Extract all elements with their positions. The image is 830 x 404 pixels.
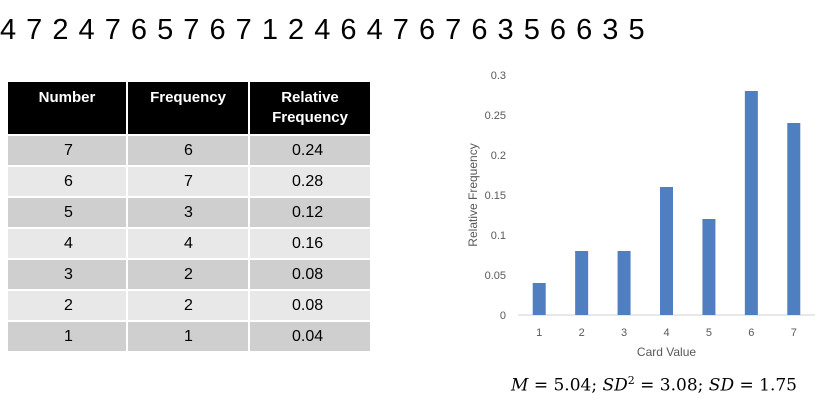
table-header-row: Number Frequency Relative Frequency xyxy=(8,82,370,135)
x-tick-label: 6 xyxy=(748,327,754,339)
bar xyxy=(702,219,716,315)
cell-frequency: 1 xyxy=(127,320,250,351)
cell-relative: 0.08 xyxy=(249,289,370,321)
cell-relative: 0.08 xyxy=(249,258,370,290)
cell-number: 6 xyxy=(8,165,128,197)
header-frequency: Frequency xyxy=(127,82,250,135)
bar xyxy=(532,283,546,315)
x-tick-label: 2 xyxy=(579,327,585,339)
x-tick-label: 1 xyxy=(536,327,542,339)
cell-number: 4 xyxy=(8,227,128,259)
bar xyxy=(744,91,758,315)
y-tick-label: 0.3 xyxy=(491,70,506,82)
cell-relative: 0.24 xyxy=(249,134,370,166)
y-tick-label: 0.05 xyxy=(485,270,506,282)
cell-number: 1 xyxy=(8,320,128,351)
y-tick-label: 0 xyxy=(500,310,506,322)
cell-frequency: 2 xyxy=(127,258,250,290)
bar xyxy=(787,123,801,315)
table-row: 7 6 0.24 xyxy=(8,134,370,166)
table-row: 2 2 0.08 xyxy=(8,289,370,321)
table-row: 4 4 0.16 xyxy=(8,227,370,259)
cell-frequency: 4 xyxy=(127,227,250,259)
table-row: 3 2 0.08 xyxy=(8,258,370,290)
header-relative-frequency: Relative Frequency xyxy=(249,82,370,135)
mean-symbol: M xyxy=(511,375,529,396)
relative-frequency-bar-chart: 0 0.05 0.1 0.15 0.2 0.25 0.3 1 2 3 4 5 6 7 Card Value R… xyxy=(466,70,815,359)
cell-relative: 0.12 xyxy=(249,196,370,228)
y-tick-label: 0.1 xyxy=(491,230,506,242)
sd-value: = 1.75 xyxy=(739,375,797,396)
y-axis-label: Relative Frequency xyxy=(466,143,480,246)
table-row: 6 7 0.28 xyxy=(8,165,370,197)
cell-number: 2 xyxy=(8,289,128,321)
cell-frequency: 3 xyxy=(127,196,250,228)
table-row: 5 3 0.12 xyxy=(8,196,370,228)
y-tick-label: 0.25 xyxy=(485,110,506,122)
variance-symbol: SD xyxy=(602,375,628,396)
cell-relative: 0.28 xyxy=(249,165,370,197)
table-row: 1 1 0.04 xyxy=(8,320,370,351)
cell-relative: 0.16 xyxy=(249,227,370,259)
cell-number: 5 xyxy=(8,196,128,228)
bar xyxy=(575,251,589,315)
summary-statistics: M = 5.04; SD2 = 3.08; SD = 1.75 xyxy=(511,374,797,396)
variance-exponent: 2 xyxy=(627,374,635,387)
cell-frequency: 7 xyxy=(127,165,250,197)
bar xyxy=(660,187,673,315)
x-axis-label: Card Value xyxy=(637,345,696,359)
cell-relative: 0.04 xyxy=(249,320,370,351)
x-tick-label: 5 xyxy=(706,327,712,339)
number-sequence: 4 7 2 4 7 6 5 7 6 7 1 2 4 6 4 7 6 7 6 3 … xyxy=(0,14,646,46)
mean-value: = 5.04; xyxy=(533,375,598,396)
variance-value: = 3.08; xyxy=(640,375,704,396)
sd-symbol: SD xyxy=(708,375,735,396)
x-tick-label: 7 xyxy=(791,327,797,339)
cell-frequency: 2 xyxy=(127,289,250,321)
cell-number: 3 xyxy=(8,258,128,290)
cell-frequency: 6 xyxy=(127,134,250,166)
cell-number: 7 xyxy=(8,134,128,166)
frequency-table: Number Frequency Relative Frequency 7 6 0… xyxy=(8,82,370,351)
y-tick-label: 0.2 xyxy=(491,150,506,162)
bar xyxy=(617,251,631,315)
x-tick-label: 4 xyxy=(663,327,669,339)
x-tick-label: 3 xyxy=(621,327,627,339)
y-tick-label: 0.15 xyxy=(485,190,506,202)
header-number: Number xyxy=(8,82,128,135)
